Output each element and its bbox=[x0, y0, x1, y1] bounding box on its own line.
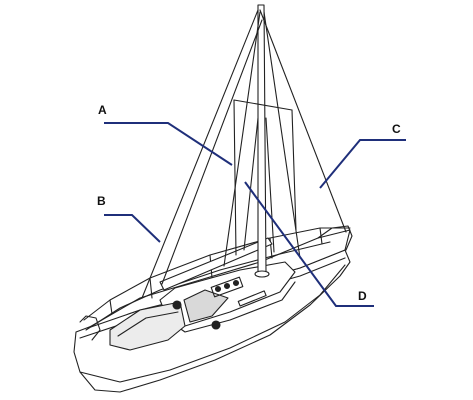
sailboat-drawing bbox=[73, 4, 353, 393]
leader-d bbox=[244, 181, 374, 307]
label-c: C bbox=[392, 122, 401, 136]
label-b: B bbox=[97, 194, 106, 208]
stern-pushpit bbox=[79, 315, 101, 341]
winch-2 bbox=[223, 282, 231, 290]
label-d: D bbox=[358, 289, 367, 303]
mast bbox=[257, 4, 267, 275]
winch-panel bbox=[210, 276, 244, 298]
leader-a bbox=[104, 122, 233, 166]
forestay bbox=[259, 9, 347, 233]
leader-b bbox=[104, 214, 161, 243]
mainsail-leech-2 bbox=[265, 117, 275, 253]
winch-1 bbox=[214, 285, 222, 293]
backstay bbox=[141, 9, 259, 299]
shroud-aft bbox=[263, 11, 301, 259]
winch-3 bbox=[232, 279, 240, 287]
lifeline-lower bbox=[85, 241, 331, 331]
mainsail-panel-2 bbox=[291, 109, 297, 231]
companionway-hatch bbox=[183, 289, 229, 323]
boom bbox=[159, 237, 273, 291]
leader-lines bbox=[104, 122, 406, 307]
mainsail-leech bbox=[243, 117, 259, 251]
mainsail-panel bbox=[233, 99, 237, 256]
bow-pulpit bbox=[317, 225, 353, 251]
hull-boottop bbox=[79, 264, 346, 383]
hull bbox=[73, 249, 351, 393]
winch-cockpit-right bbox=[211, 320, 221, 330]
cockpit-seat bbox=[117, 311, 179, 337]
winch-cockpit-left bbox=[172, 300, 182, 310]
shroud-forward bbox=[223, 11, 261, 267]
cabin-window bbox=[237, 290, 267, 307]
label-a: A bbox=[98, 103, 107, 117]
leader-c bbox=[319, 139, 406, 189]
mast-base bbox=[254, 270, 270, 278]
spreader bbox=[233, 99, 293, 111]
